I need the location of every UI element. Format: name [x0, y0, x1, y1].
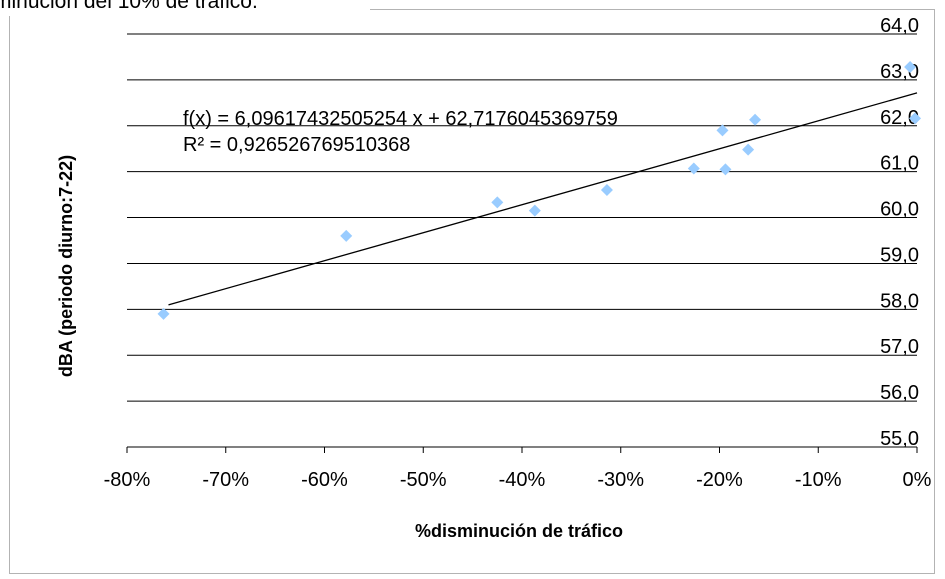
data-point-9	[749, 113, 762, 126]
x-tick-label: -60%	[301, 469, 348, 491]
x-axis-title: %disminución de tráfico	[415, 521, 623, 541]
data-point-6	[716, 124, 729, 137]
x-tick-label: -70%	[202, 469, 249, 491]
chart-title: minución del 10% de tráfico.	[0, 0, 258, 13]
x-tick-label: -10%	[795, 469, 842, 491]
y-axis-title: dBA (periodo diurno:7-22)	[56, 155, 76, 377]
x-tick-label: 0%	[903, 469, 932, 491]
y-tick-label: 57,0	[880, 336, 919, 358]
y-tick-label: 60,0	[880, 199, 919, 221]
y-tick-labels: 55,056,057,058,059,060,061,062,063,064,0	[880, 15, 919, 450]
x-tick-label: -80%	[104, 469, 151, 491]
x-tick-label: -50%	[400, 469, 447, 491]
y-tick-label: 56,0	[880, 382, 919, 404]
data-point-1	[340, 229, 353, 242]
y-tick-label: 55,0	[880, 428, 919, 450]
x-tick-label: -30%	[597, 469, 644, 491]
y-tick-label: 58,0	[880, 290, 919, 312]
x-tick-label: -20%	[696, 469, 743, 491]
data-point-5	[687, 162, 700, 175]
r-squared-label: R² = 0,926526769510368	[183, 134, 410, 156]
trendline-equation: f(x) = 6,09617432505254 x + 62,717604536…	[183, 108, 618, 130]
y-tick-label: 61,0	[880, 153, 919, 175]
data-point-0	[157, 307, 170, 320]
title-mask	[0, 0, 370, 16]
trendline	[168, 92, 918, 306]
data-point-8	[742, 143, 755, 156]
data-point-4	[600, 184, 613, 197]
gridlines	[126, 33, 918, 453]
y-tick-label: 59,0	[880, 244, 919, 266]
trendline-layer	[168, 92, 918, 306]
chart-border	[9, 9, 935, 574]
data-point-3	[528, 204, 541, 217]
y-tick-label: 62,0	[880, 107, 919, 129]
data-point-10	[904, 61, 917, 74]
x-tick-label: -40%	[499, 469, 546, 491]
data-point-11	[909, 112, 922, 125]
data-point-2	[491, 196, 504, 209]
x-tick-labels: -80% -70% -60% -50% -40% -30% -20% -10% 0%	[104, 469, 932, 491]
y-tick-label: 64,0	[880, 15, 919, 37]
data-points	[157, 61, 922, 320]
data-point-7	[719, 163, 732, 176]
